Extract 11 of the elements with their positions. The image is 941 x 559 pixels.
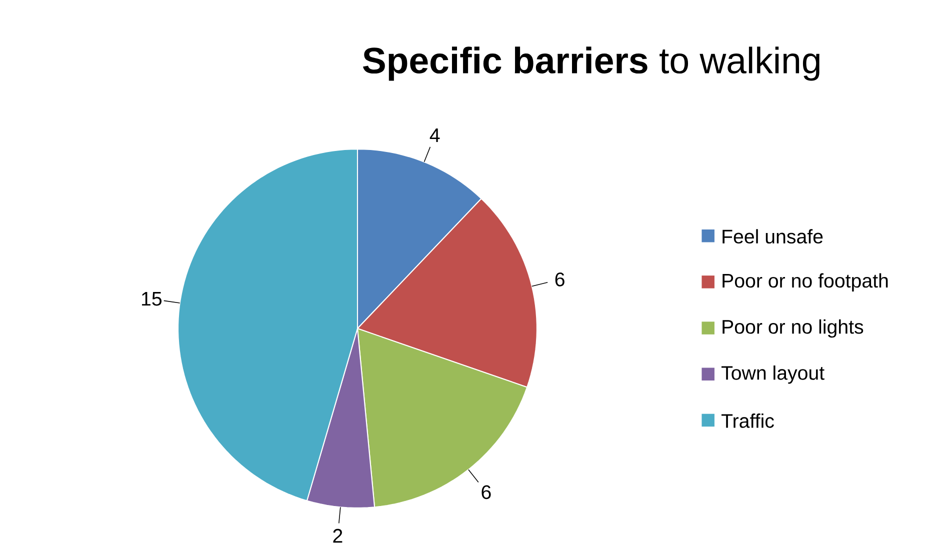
legend-label: Feel unsafe bbox=[722, 229, 823, 244]
chart-title: Specific barriers to walking bbox=[362, 46, 820, 81]
legend-label: Traffic bbox=[721, 414, 774, 428]
legend-label: Poor or no lights bbox=[722, 319, 864, 338]
data-label: 15 bbox=[142, 292, 162, 306]
data-label: 6 bbox=[482, 485, 491, 500]
legend-label: Poor or no footpath bbox=[722, 273, 888, 292]
data-label: 6 bbox=[555, 272, 564, 286]
legend-label: Town layout bbox=[721, 365, 824, 384]
data-label: 4 bbox=[430, 128, 440, 142]
data-label: 2 bbox=[333, 528, 342, 543]
